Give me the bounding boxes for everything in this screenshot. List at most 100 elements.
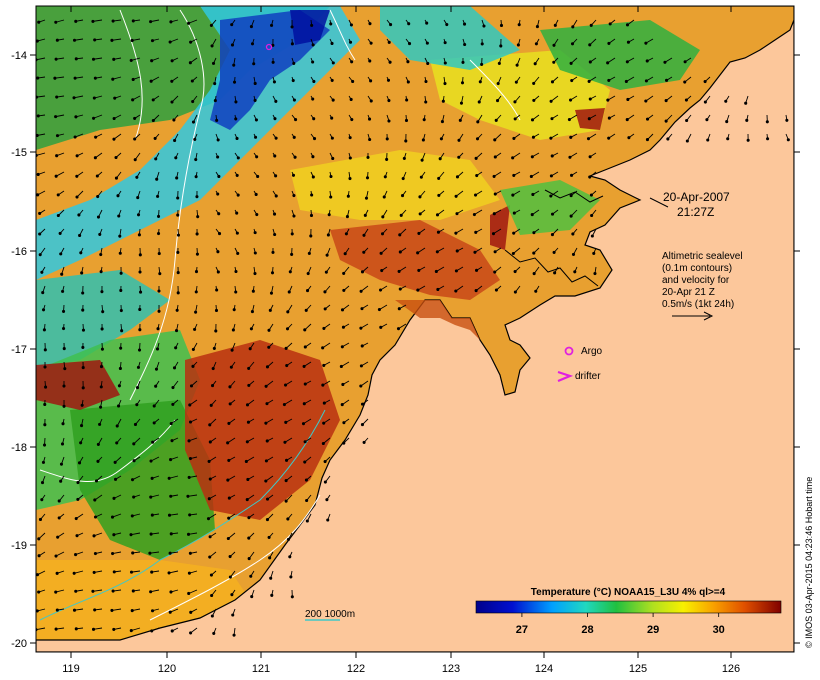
velocity-arrow-head xyxy=(54,627,58,631)
velocity-arrow-head xyxy=(437,193,441,197)
velocity-arrow-head xyxy=(291,79,295,83)
velocity-arrow-head xyxy=(246,477,250,482)
velocity-arrow-head xyxy=(264,479,268,483)
velocity-arrow-head xyxy=(326,518,330,522)
velocity-arrow-head xyxy=(73,135,77,139)
velocity-arrow-head xyxy=(194,310,198,314)
velocity-arrow-head xyxy=(284,479,288,483)
velocity-arrow-head xyxy=(312,79,316,84)
velocity-arrow-head xyxy=(43,402,47,407)
velocity-arrow-head xyxy=(255,212,259,217)
velocity-arrow-head xyxy=(349,23,353,27)
velocity-arrow-head xyxy=(247,383,251,387)
velocity-arrow-head xyxy=(36,172,40,176)
velocity-arrow-head xyxy=(81,386,85,390)
velocity-arrow-head xyxy=(683,80,687,84)
velocity-arrow-head xyxy=(119,288,123,293)
velocity-arrow-head xyxy=(112,627,116,631)
velocity-arrow-head xyxy=(272,80,276,84)
velocity-arrow-head xyxy=(235,231,239,235)
velocity-arrow-head xyxy=(92,96,96,100)
velocity-arrow-head xyxy=(607,116,611,120)
velocity-arrow-head xyxy=(91,57,96,61)
velocity-arrow-head xyxy=(138,307,142,312)
velocity-arrow-head xyxy=(663,60,667,64)
velocity-arrow-head xyxy=(74,57,78,61)
velocity-arrow-head xyxy=(532,98,536,102)
velocity-arrow-head xyxy=(61,422,65,426)
velocity-arrow-head xyxy=(474,268,479,272)
velocity-arrow-head xyxy=(287,290,291,294)
velocity-arrow-head xyxy=(588,97,592,101)
velocity-arrow-head xyxy=(379,251,383,255)
velocity-arrow-head xyxy=(113,477,118,481)
velocity-arrow-head xyxy=(289,575,293,579)
velocity-arrow-head xyxy=(191,120,196,124)
velocity-arrow-head xyxy=(325,253,329,257)
velocity-arrow-head xyxy=(170,100,174,104)
velocity-arrow-head xyxy=(77,461,82,465)
velocity-arrow-head xyxy=(267,328,271,332)
velocity-arrow-head xyxy=(208,555,212,559)
velocity-arrow-head xyxy=(40,481,45,485)
velocity-arrow-head xyxy=(399,213,403,217)
velocity-arrow-head xyxy=(54,57,58,61)
velocity-arrow-head xyxy=(271,43,275,47)
velocity-arrow-head xyxy=(569,194,573,198)
velocity-arrow-head xyxy=(112,570,116,574)
velocity-arrow-head xyxy=(303,460,307,464)
velocity-arrow-head xyxy=(209,403,213,407)
velocity-arrow-head xyxy=(364,196,369,200)
velocity-arrow-head xyxy=(115,424,119,428)
velocity-arrow-head xyxy=(441,99,445,103)
velocity-arrow-head xyxy=(330,41,334,45)
velocity-arrow-head xyxy=(420,158,424,162)
velocity-arrow-head xyxy=(245,403,250,407)
velocity-arrow-head xyxy=(63,367,67,371)
velocity-arrow-head xyxy=(397,269,401,273)
velocity-arrow-head xyxy=(606,98,610,102)
velocity-arrow-head xyxy=(175,329,179,333)
velocity-arrow-head xyxy=(169,458,173,462)
velocity-arrow-head xyxy=(424,79,428,84)
velocity-arrow-head xyxy=(476,120,480,124)
velocity-arrow-head xyxy=(193,137,197,141)
velocity-arrow-head xyxy=(216,270,220,274)
velocity-arrow-head xyxy=(131,19,135,23)
velocity-arrow-head xyxy=(112,57,116,61)
velocity-arrow-head xyxy=(309,234,313,238)
velocity-arrow-head xyxy=(786,138,790,142)
velocity-arrow-head xyxy=(231,613,235,617)
velocity-arrow-head xyxy=(168,551,172,555)
velocity-arrow-head xyxy=(208,423,212,427)
velocity-arrow-head xyxy=(247,366,251,370)
velocity-arrow-head xyxy=(194,290,198,294)
colorbar: Temperature (°C) NOAA15_L3U 4% ql>=4 27 2… xyxy=(475,587,782,636)
velocity-arrow-head xyxy=(119,346,123,350)
velocity-arrow-head xyxy=(283,440,287,444)
velocity-arrow-head xyxy=(150,476,154,480)
velocity-arrow-head xyxy=(496,81,500,86)
velocity-arrow-head xyxy=(98,232,102,236)
velocity-arrow-head xyxy=(512,231,516,235)
velocity-arrow-head xyxy=(59,479,63,483)
velocity-arrow-head xyxy=(59,462,64,466)
velocity-arrow-head xyxy=(426,61,430,65)
velocity-arrow-head xyxy=(330,116,334,120)
velocity-arrow-head xyxy=(37,20,41,24)
velocity-arrow-head xyxy=(290,42,294,46)
velocity-arrow-head xyxy=(150,513,154,517)
velocity-arrow-head xyxy=(130,514,134,518)
velocity-arrow-head xyxy=(286,537,291,541)
velocity-arrow-head xyxy=(149,590,153,594)
velocity-arrow-head xyxy=(247,557,251,561)
velocity-arrow-head xyxy=(151,98,155,102)
velocity-arrow-head xyxy=(530,155,534,159)
velocity-arrow-head xyxy=(187,591,191,596)
velocity-arrow-head xyxy=(463,42,467,47)
velocity-arrow-head xyxy=(284,346,288,350)
velocity-arrow-head xyxy=(491,232,496,236)
colorbar-tick-label: 30 xyxy=(713,624,725,636)
velocity-arrow-head xyxy=(187,439,191,443)
velocity-arrow-head xyxy=(553,271,557,275)
